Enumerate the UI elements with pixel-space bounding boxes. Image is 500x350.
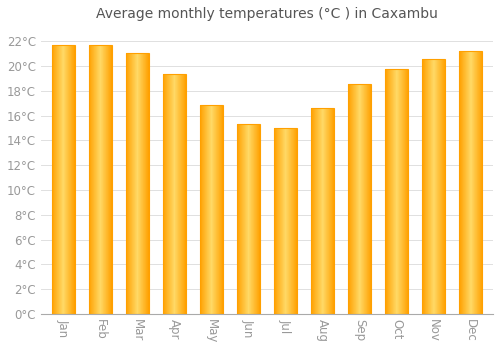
Bar (88, 45, 112, 314)
Title: Average monthly temperatures (°C ) in Caxambu: Average monthly temperatures (°C ) in Ca… (96, 7, 438, 21)
Bar (385, 69, 408, 314)
Bar (311, 108, 334, 314)
Bar (237, 124, 260, 314)
Bar (422, 59, 445, 314)
Bar (274, 128, 297, 314)
Bar (163, 74, 186, 314)
Bar (52, 45, 74, 314)
Bar (460, 51, 482, 314)
Bar (348, 84, 371, 314)
Bar (126, 52, 149, 314)
Bar (200, 105, 223, 314)
